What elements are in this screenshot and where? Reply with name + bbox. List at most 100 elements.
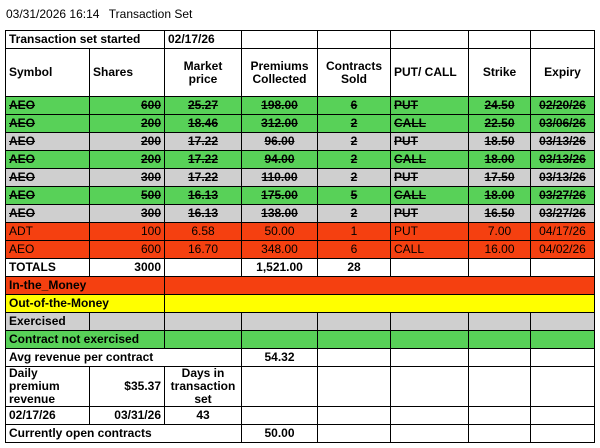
transaction-row: AEO 200 17.22 96.00 2 PUT 18.50 03/13/26	[5, 132, 595, 151]
started-row: Transaction set started 02/17/26	[5, 30, 595, 49]
transaction-row: AEO 200 17.22 94.00 2 CALL 18.00 03/13/26	[5, 150, 595, 169]
cell-contracts: 2	[317, 114, 391, 133]
date-start: 02/17/26	[5, 406, 90, 425]
legend-exercised-row: Exercised	[5, 312, 595, 331]
cell-contracts: 2	[317, 132, 391, 151]
cell-type: PUT	[390, 132, 469, 151]
transaction-row: ADT 100 6.58 50.00 1 PUT 7.00 04/17/26	[5, 222, 595, 241]
cell-type: CALL	[390, 186, 469, 205]
col-expiry: Expiry	[530, 48, 595, 97]
started-label: Transaction set started	[5, 30, 165, 49]
cell-premium: 348.00	[241, 240, 318, 259]
totals-contracts: 28	[317, 258, 391, 277]
legend-in-money-row: In-the_Money	[5, 276, 595, 295]
cell-shares: 600	[89, 96, 165, 115]
col-strike: Strike	[468, 48, 531, 97]
avg-value: 54.32	[241, 348, 318, 367]
daily-value: $35.37	[89, 366, 165, 407]
cell-price: 18.46	[164, 114, 242, 133]
cell-premium: 198.00	[241, 96, 318, 115]
cell-price: 25.27	[164, 96, 242, 115]
header-datetime: 03/31/2026 16:14	[6, 7, 100, 21]
transaction-row: AEO 600 16.70 348.00 6 CALL 16.00 04/02/26	[5, 240, 595, 259]
cell-type: CALL	[390, 150, 469, 169]
cell-symbol: AEO	[5, 186, 90, 205]
cell-premium: 138.00	[241, 204, 318, 223]
cell-price: 6.58	[164, 222, 242, 241]
cell-contracts: 2	[317, 168, 391, 187]
col-contracts: Contracts Sold	[317, 48, 391, 97]
open-row: Currently open contracts 50.00	[5, 424, 595, 443]
transaction-row: AEO 200 18.46 312.00 2 CALL 22.50 03/06/26	[5, 114, 595, 133]
cell-price: 16.13	[164, 204, 242, 223]
header-title: Transaction Set	[108, 7, 193, 21]
cell-premium: 96.00	[241, 132, 318, 151]
legend-not-exercised-row: Contract not exercised	[5, 330, 595, 349]
cell-shares: 600	[89, 240, 165, 259]
avg-label: Avg revenue per contract	[5, 348, 242, 367]
cell-symbol: AEO	[5, 114, 90, 133]
cell-symbol: AEO	[5, 96, 90, 115]
date-end: 03/31/26	[89, 406, 165, 425]
totals-premium: 1,521.00	[241, 258, 318, 277]
transaction-table: Transaction set started 02/17/26 Symbol …	[5, 30, 595, 443]
cell-price: 17.22	[164, 168, 242, 187]
legend-out-money-row: Out-of-the-Money	[5, 294, 595, 313]
cell-premium: 50.00	[241, 222, 318, 241]
legend-out-money: Out-of-the-Money	[5, 294, 165, 313]
cell-premium: 175.00	[241, 186, 318, 205]
cell-contracts: 6	[317, 96, 391, 115]
started-date: 02/17/26	[164, 30, 242, 49]
cell-expiry: 03/13/26	[530, 168, 595, 187]
dates-row: 02/17/26 03/31/26 43	[5, 406, 595, 425]
cell-type: PUT	[390, 96, 469, 115]
col-market-price: Market price	[164, 48, 242, 97]
cell-expiry: 03/13/26	[530, 132, 595, 151]
cell-type: PUT	[390, 222, 469, 241]
daily-row: Daily premium revenue $35.37 Days in tra…	[5, 366, 595, 407]
cell-type: CALL	[390, 114, 469, 133]
cell-price: 17.22	[164, 150, 242, 169]
cell-strike: 7.00	[468, 222, 531, 241]
cell-type: PUT	[390, 204, 469, 223]
cell-strike: 18.00	[468, 186, 531, 205]
cell-symbol: AEO	[5, 204, 90, 223]
legend-exercised: Exercised	[5, 312, 90, 331]
column-header-row: Symbol Shares Market price Premiums Coll…	[5, 48, 595, 97]
cell-type: PUT	[390, 168, 469, 187]
transaction-row: AEO 300 17.22 110.00 2 PUT 17.50 03/13/26	[5, 168, 595, 187]
cell-contracts: 5	[317, 186, 391, 205]
cell-shares: 100	[89, 222, 165, 241]
totals-shares: 3000	[89, 258, 165, 277]
cell-symbol: AEO	[5, 150, 90, 169]
cell-strike: 16.50	[468, 204, 531, 223]
cell-strike: 22.50	[468, 114, 531, 133]
cell-contracts: 2	[317, 204, 391, 223]
days-label: Days in transaction set	[164, 366, 242, 407]
transaction-row: AEO 500 16.13 175.00 5 CALL 18.00 03/27/26	[5, 186, 595, 205]
avg-row: Avg revenue per contract 54.32	[5, 348, 595, 367]
daily-label: Daily premium revenue	[5, 366, 90, 407]
cell-expiry: 02/20/26	[530, 96, 595, 115]
cell-strike: 17.50	[468, 168, 531, 187]
col-premiums: Premiums Collected	[241, 48, 318, 97]
cell-premium: 94.00	[241, 150, 318, 169]
cell-strike: 18.00	[468, 150, 531, 169]
cell-expiry: 04/02/26	[530, 240, 595, 259]
cell-expiry: 03/13/26	[530, 150, 595, 169]
open-value: 50.00	[241, 424, 318, 443]
cell-strike: 18.50	[468, 132, 531, 151]
totals-label: TOTALS	[5, 258, 90, 277]
cell-symbol: ADT	[5, 222, 90, 241]
cell-premium: 110.00	[241, 168, 318, 187]
cell-symbol: AEO	[5, 132, 90, 151]
cell-symbol: AEO	[5, 168, 90, 187]
legend-not-exercised: Contract not exercised	[5, 330, 165, 349]
totals-row: TOTALS 3000 1,521.00 28	[5, 258, 595, 277]
cell-shares: 300	[89, 204, 165, 223]
page-header: 03/31/2026 16:14 Transaction Set	[6, 7, 192, 21]
col-symbol: Symbol	[5, 48, 90, 97]
cell-contracts: 6	[317, 240, 391, 259]
transaction-row: AEO 600 25.27 198.00 6 PUT 24.50 02/20/26	[5, 96, 595, 115]
cell-strike: 24.50	[468, 96, 531, 115]
